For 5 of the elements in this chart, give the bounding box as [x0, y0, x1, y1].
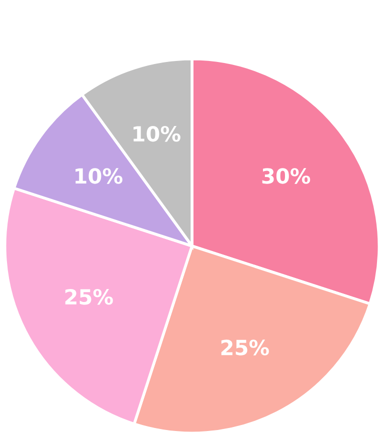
data-label: 25%	[221, 340, 269, 356]
data-label: 30%	[262, 168, 310, 184]
data-label: 10%	[76, 168, 122, 184]
data-label: 10%	[134, 126, 180, 142]
data-label: 25%	[65, 288, 113, 305]
